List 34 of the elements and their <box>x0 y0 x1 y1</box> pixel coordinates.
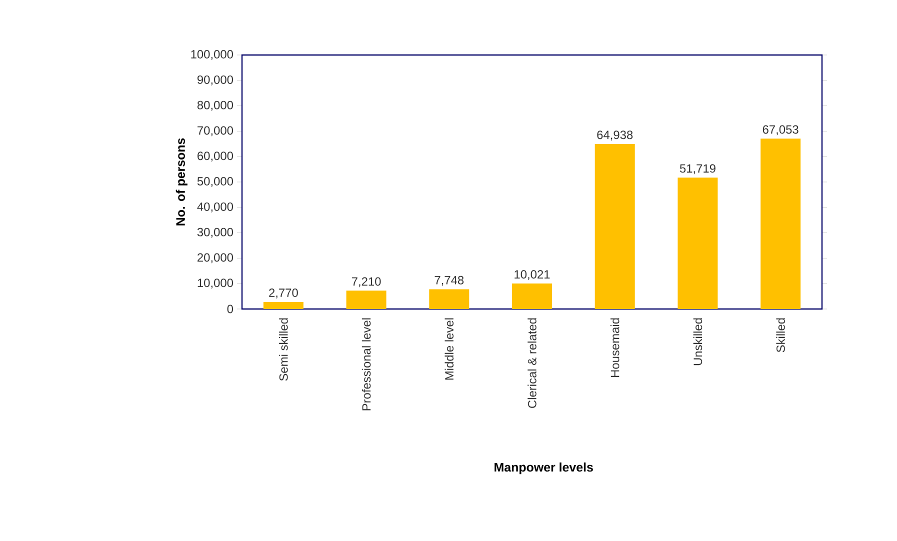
data-label: 7,210 <box>352 277 381 288</box>
data-label: 2,770 <box>269 288 298 298</box>
bar <box>263 302 304 309</box>
y-tick-label: 90,000 <box>197 75 234 86</box>
data-label: 51,719 <box>680 164 716 174</box>
x-tick-label: Semi skilled <box>279 318 288 381</box>
y-tick-label: 30,000 <box>197 228 234 238</box>
y-tick-label: 50,000 <box>197 177 234 187</box>
data-label: 67,053 <box>762 125 798 136</box>
bar <box>760 138 801 309</box>
bar <box>429 289 470 309</box>
y-tick-label: 60,000 <box>198 152 234 162</box>
bar <box>512 284 552 309</box>
y-axis-title: No. of persons <box>176 138 188 226</box>
x-tick-label: Middle level <box>444 318 454 380</box>
y-tick-label: 100,000 <box>191 50 234 60</box>
x-tick-label: Professional level <box>362 318 371 410</box>
x-tick-label: Skilled <box>776 318 785 352</box>
bar <box>346 290 386 309</box>
bar <box>594 144 635 309</box>
y-tick-label: 80,000 <box>197 100 234 111</box>
data-label: 64,938 <box>597 130 633 141</box>
data-label: 10,021 <box>514 270 550 280</box>
y-tick-label: 10,000 <box>198 278 234 289</box>
y-tick-label: 0 <box>227 304 234 314</box>
x-tick-label: Unskilled <box>693 318 702 366</box>
data-label: 7,748 <box>434 276 464 286</box>
y-tick-label: 40,000 <box>197 202 234 212</box>
bar <box>678 178 718 309</box>
x-axis-title: Manpower levels <box>494 462 593 474</box>
y-tick-label: 20,000 <box>198 253 234 264</box>
x-tick-label: Clerical & related <box>528 318 536 408</box>
y-tick-label: 70,000 <box>198 126 234 136</box>
x-tick-label: Housemaid <box>610 318 620 377</box>
